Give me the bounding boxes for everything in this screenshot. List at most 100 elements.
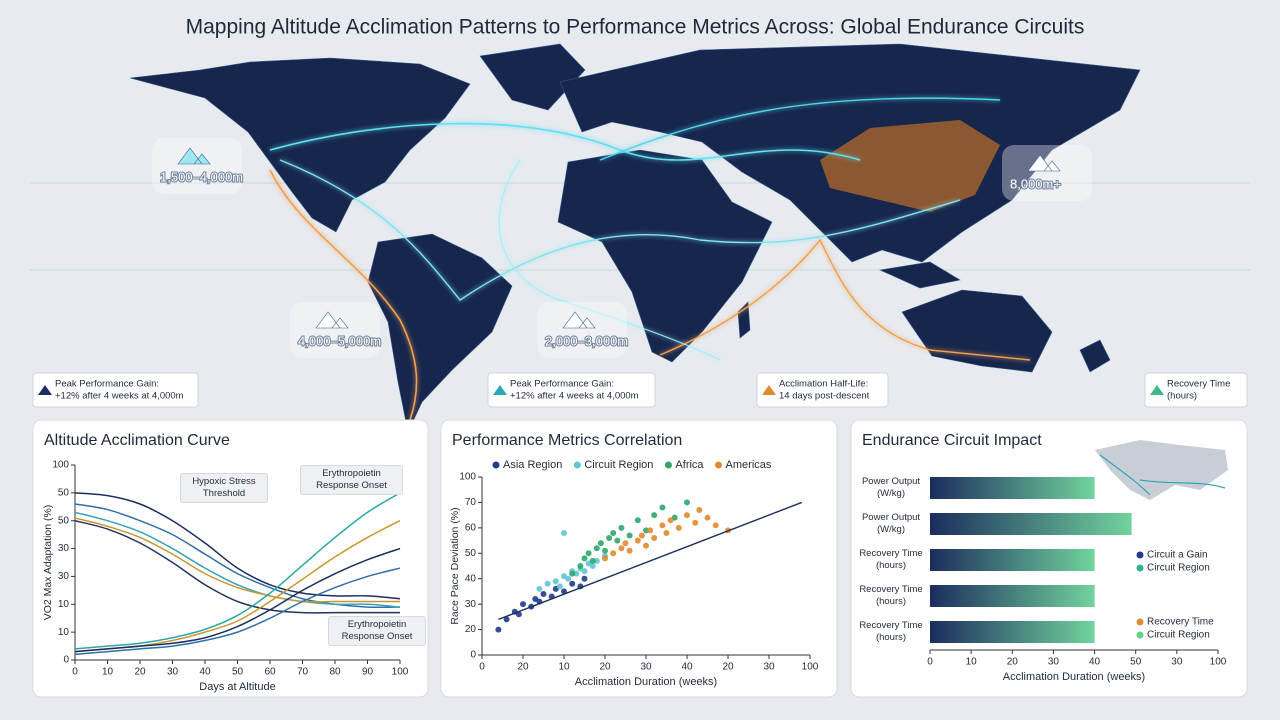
- scatter-point: [634, 517, 641, 524]
- scatter-point: [610, 550, 617, 557]
- line-series: [74, 511, 401, 608]
- x-tick-label: 40: [199, 667, 211, 678]
- x-axis-label: Days at Altitude: [199, 681, 275, 693]
- scatter-point: [610, 529, 617, 536]
- scatter-point: [692, 519, 699, 526]
- line-series: [74, 503, 401, 609]
- x-tick-label: 10: [102, 667, 114, 678]
- mountain-icon: [177, 147, 211, 165]
- north-america: [129, 57, 471, 233]
- annotation: Hypoxic Stress Threshold: [180, 473, 268, 503]
- x-tick-label: 70: [297, 667, 309, 678]
- altitude-glow: [152, 138, 242, 194]
- bar: [930, 585, 1095, 607]
- callout-icon: [493, 385, 507, 395]
- x-tick-label: 30: [167, 667, 179, 678]
- islands: [878, 261, 1111, 373]
- scatter-point: [589, 563, 596, 569]
- scatter-point: [667, 517, 674, 524]
- callout-icon: [38, 385, 52, 395]
- scatter-point: [712, 522, 719, 529]
- scatter-point: [659, 522, 666, 529]
- scatter-point: [577, 563, 584, 569]
- route: [498, 159, 721, 361]
- scatter-point: [634, 537, 641, 544]
- line-series: [74, 567, 401, 656]
- legend-label: Circuit Region: [1147, 563, 1210, 574]
- legend-swatch: [1136, 551, 1144, 559]
- legend-label: Circuit Region: [1147, 630, 1210, 641]
- x-axis-label: Acclimation Duration (weeks): [575, 676, 717, 688]
- scatter-point: [536, 585, 543, 592]
- altitude-label: 8,000m+: [1010, 176, 1061, 191]
- scatter-point: [585, 550, 592, 557]
- altitude-glow: [1002, 145, 1092, 201]
- y-tick-label: 100: [459, 472, 476, 483]
- callout-box: [1144, 372, 1248, 408]
- legend-swatch: [715, 461, 723, 469]
- inset-map: [1095, 440, 1228, 500]
- y-tick-label: 100: [52, 460, 69, 471]
- scatter-point: [552, 578, 559, 585]
- africa: [557, 149, 773, 363]
- legend-swatch: [664, 461, 672, 469]
- mountain-icon: [1027, 154, 1061, 172]
- legend-swatch: [1136, 631, 1144, 639]
- callout-title: Peak Performance Gain:: [510, 379, 614, 390]
- x-tick-label: 30: [640, 662, 652, 673]
- legend-label: Recovery Time: [1147, 617, 1214, 628]
- callout-title: Acclimation Half-Life:: [779, 379, 868, 390]
- y-tick-label: 50: [58, 487, 70, 498]
- scatter-point: [540, 590, 547, 597]
- y-tick-label: 0: [63, 655, 69, 666]
- line-series: [74, 492, 401, 600]
- scatter-point: [643, 527, 649, 534]
- inset-land: [1095, 440, 1228, 500]
- callout-box: [487, 372, 656, 408]
- scatter-point: [556, 583, 563, 590]
- scatter-point: [647, 527, 654, 534]
- route: [269, 122, 861, 161]
- callout-text: +12% after 4 weeks at 4,000m: [510, 391, 639, 402]
- bar: [930, 513, 1132, 535]
- callout-box: [756, 372, 889, 408]
- scatter-point: [602, 547, 608, 554]
- annotation: Erythropoietin Response Onset: [300, 465, 403, 495]
- scatter-point: [684, 512, 690, 519]
- line-series: [74, 519, 400, 614]
- scatter-point: [638, 532, 645, 539]
- x-tick-label: 10: [966, 657, 978, 668]
- y-tick-label: 30: [58, 543, 70, 554]
- line-series: [74, 547, 401, 653]
- route: [659, 238, 1031, 361]
- legend-swatch: [573, 461, 581, 469]
- callout-title: Recovery Time: [1167, 379, 1230, 390]
- callout-title: Peak Performance Gain:: [55, 379, 159, 390]
- scatter-point: [569, 580, 576, 587]
- scatter-point: [593, 545, 600, 552]
- legend-label: Circuit a Gain: [1147, 550, 1208, 561]
- x-tick-label: 60: [264, 667, 276, 678]
- scatter-point: [675, 524, 682, 531]
- x-tick-label: 30: [1048, 657, 1060, 668]
- x-tick-label: 20: [722, 662, 734, 673]
- altitude-label: 2,000–3,000m: [545, 333, 628, 348]
- chart-title: Performance Metrics Correlation: [452, 432, 682, 449]
- altitude-label: 4,000–5,000m: [298, 333, 381, 348]
- legend-label: Asia Region: [503, 459, 562, 471]
- y-tick-label: 70: [465, 497, 477, 508]
- legend-label: Circuit Region: [584, 459, 653, 471]
- x-tick-label: 50: [1130, 657, 1142, 668]
- x-tick-label: 40: [681, 662, 693, 673]
- x-tick-label: 100: [1210, 657, 1227, 668]
- y-axis-label: VO2 Max Adaptation (%): [42, 505, 54, 621]
- bar: [930, 477, 1095, 499]
- category-label: Recovery Time (hours): [859, 548, 923, 571]
- line-series: [74, 492, 401, 650]
- chart-title: Altitude Acclimation Curve: [44, 432, 230, 449]
- scatter-point: [602, 555, 608, 562]
- callout-icon: [762, 385, 776, 395]
- scatter-point: [651, 535, 658, 542]
- legend-label: Americas: [726, 459, 772, 471]
- y-tick-label: 0: [470, 650, 476, 661]
